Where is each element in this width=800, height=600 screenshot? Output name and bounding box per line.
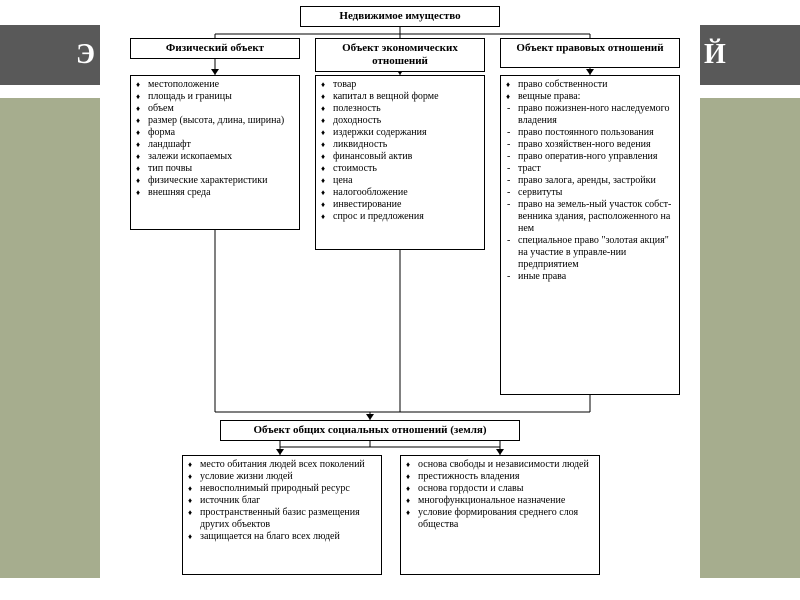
list-item: основа гордости и славы (416, 483, 594, 495)
column-header-label: Физический объект (166, 42, 264, 54)
list-item: условие жизни людей (198, 471, 376, 483)
column-body-economic: товаркапитал в вещной формеполезностьдох… (315, 75, 485, 250)
list-item: траст (516, 163, 674, 175)
social-header-box: Объект общих социальных отношений (земля… (220, 420, 520, 441)
bg-block-right (700, 98, 800, 578)
bg-bar-right-text: Й (704, 39, 727, 71)
list-item: многофункциональное назначение (416, 495, 594, 507)
list-item: спрос и предложения (331, 211, 479, 223)
list-item: физические характеристики (146, 175, 294, 187)
list-item: залежи ископаемых (146, 151, 294, 163)
list-item: пространственный базис размещения других… (198, 507, 376, 531)
root-title: Недвижимое имущество (339, 10, 460, 22)
list-item: издержки содержания (331, 127, 479, 139)
column-header-label: Объект экономических отношений (342, 42, 458, 67)
list-item: финансовый актив (331, 151, 479, 163)
list-item: объем (146, 103, 294, 115)
list-item: право пожизнен-ного наследуемого владени… (516, 103, 674, 127)
list-item: право залога, аренды, застройки (516, 175, 674, 187)
list-item: право собственности (516, 79, 674, 91)
list-item: защищается на благо всех людей (198, 531, 376, 543)
column-body-legal: право собственностивещные права:право по… (500, 75, 680, 395)
list-item: форма (146, 127, 294, 139)
bg-bar-right: Й (700, 25, 800, 85)
social-left-box: место обитания людей всех поколенийуслов… (182, 455, 382, 575)
list-item: право оператив-ного управления (516, 151, 674, 163)
list-item: местоположение (146, 79, 294, 91)
list-item: основа свободы и независимости людей (416, 459, 594, 471)
diagram-canvas: Недвижимое имущество Физический объект О… (100, 0, 700, 600)
column-header-legal: Объект правовых отношений (500, 38, 680, 68)
list-item: сервитуты (516, 187, 674, 199)
list-item: вещные права: (516, 91, 674, 103)
bg-bar-left: Э (0, 25, 100, 85)
list-item: специальное право "золотая акция" на уча… (516, 235, 674, 271)
social-right-box: основа свободы и независимости людейпрес… (400, 455, 600, 575)
social-header-label: Объект общих социальных отношений (земля… (253, 424, 486, 436)
list-item: доходность (331, 115, 479, 127)
list-item: условие формирования среднего слоя общес… (416, 507, 594, 531)
column-header-economic: Объект экономических отношений (315, 38, 485, 72)
list-item: престижность владения (416, 471, 594, 483)
list-item: цена (331, 175, 479, 187)
list-item: право постоянного пользования (516, 127, 674, 139)
list-item: внешняя среда (146, 187, 294, 199)
list-item: налогообложение (331, 187, 479, 199)
list-item: полезность (331, 103, 479, 115)
list-item: тип почвы (146, 163, 294, 175)
bg-bar-left-text: Э (76, 39, 96, 71)
list-item: право на земель-ный участок собст-венник… (516, 199, 674, 235)
list-item: стоимость (331, 163, 479, 175)
list-item: товар (331, 79, 479, 91)
list-item: капитал в вещной форме (331, 91, 479, 103)
list-item: источник благ (198, 495, 376, 507)
list-item: иные права (516, 271, 674, 283)
root-title-box: Недвижимое имущество (300, 6, 500, 27)
column-header-physical: Физический объект (130, 38, 300, 59)
bg-block-left (0, 98, 100, 578)
list-item: ландшафт (146, 139, 294, 151)
list-item: инвестирование (331, 199, 479, 211)
list-item: право хозяйствен-ного ведения (516, 139, 674, 151)
column-body-physical: местоположениеплощадь и границыобъемразм… (130, 75, 300, 230)
list-item: ликвидность (331, 139, 479, 151)
list-item: площадь и границы (146, 91, 294, 103)
column-header-label: Объект правовых отношений (516, 42, 663, 54)
list-item: размер (высота, длина, ширина) (146, 115, 294, 127)
list-item: место обитания людей всех поколений (198, 459, 376, 471)
list-item: невосполнимый природный ресурс (198, 483, 376, 495)
